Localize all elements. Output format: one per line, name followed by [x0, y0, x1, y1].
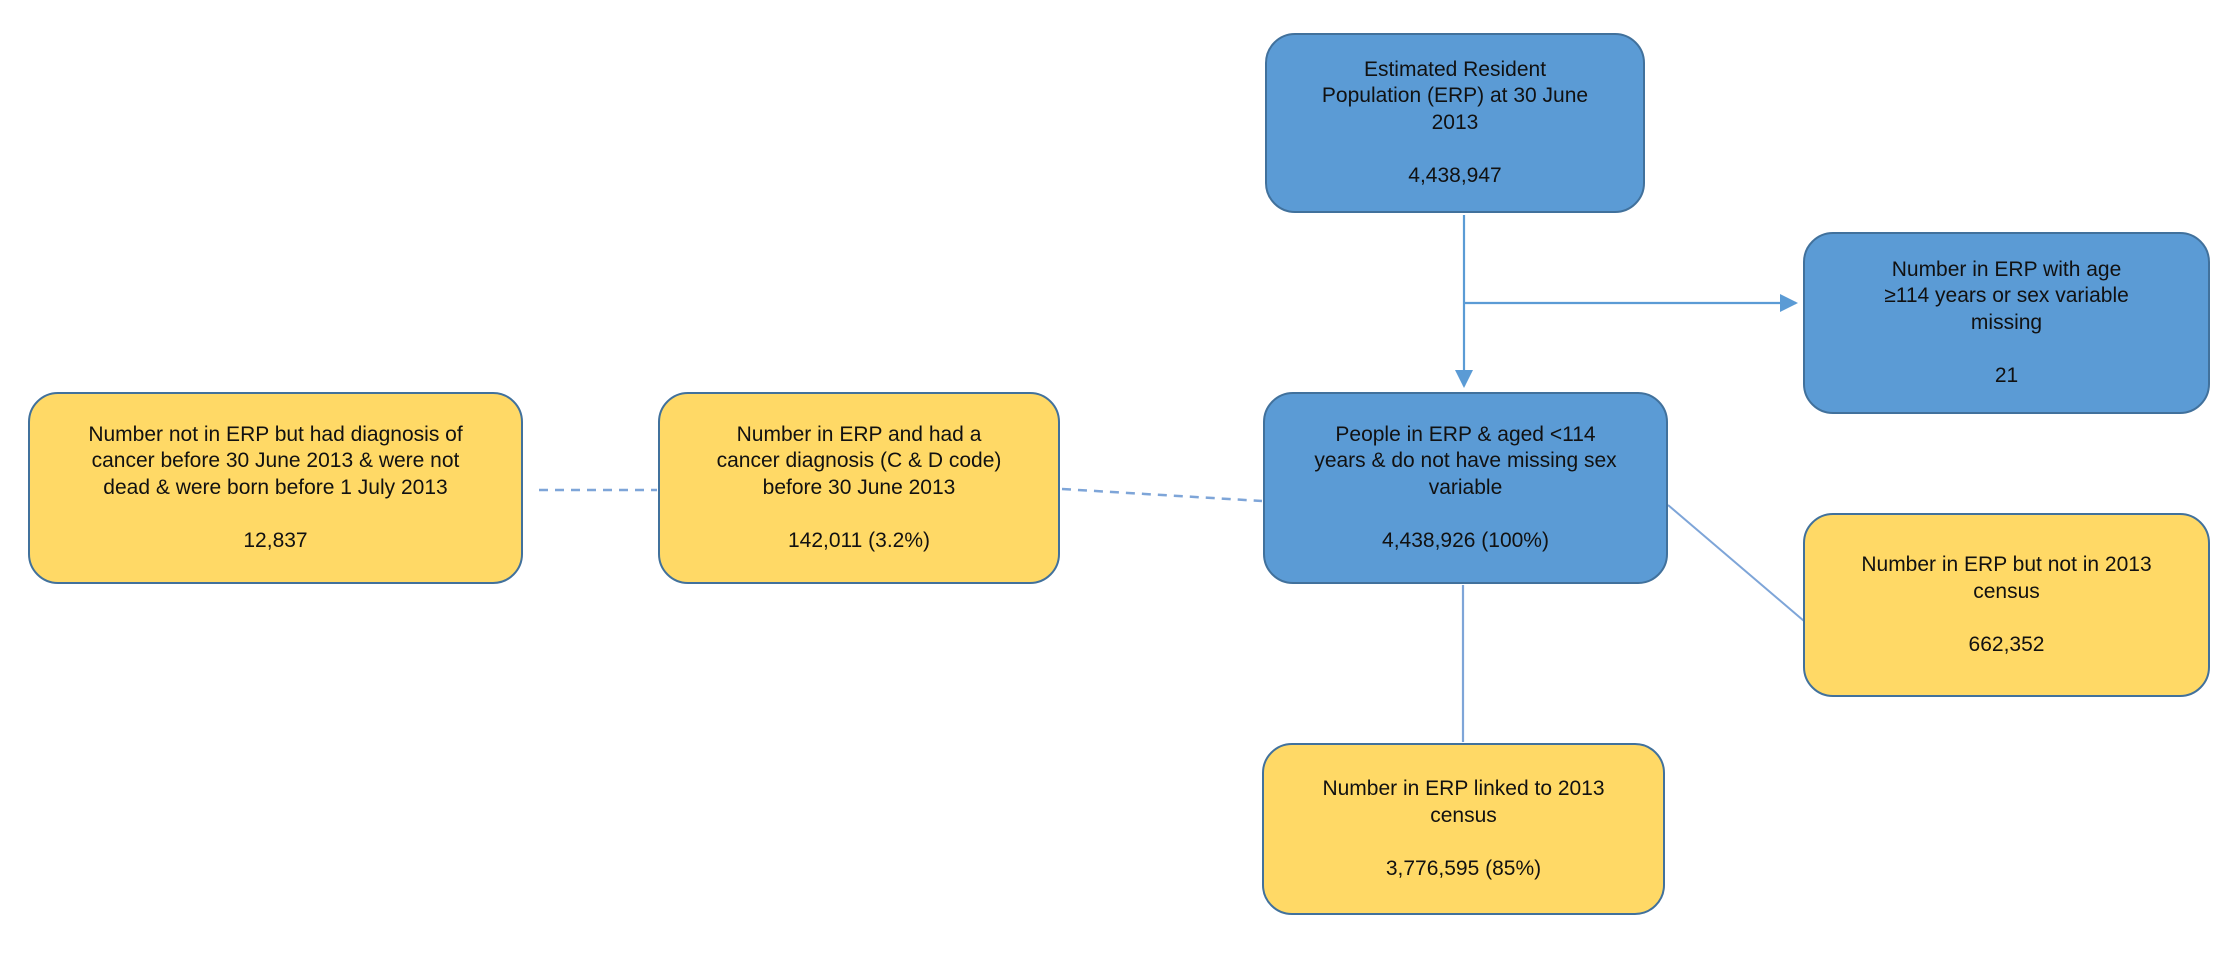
- node-erp-total-value: 4,438,947: [1408, 164, 1502, 188]
- node-erp-cancer-value: 142,011 (3.2%): [787, 529, 931, 553]
- node-erp-not-in-census-value: 662,352: [1968, 632, 2045, 656]
- node-erp-eligible-label: People in ERP & aged <114 years & do not…: [1314, 422, 1617, 500]
- node-erp-not-in-census-label: Number in ERP but not in 2013 census: [1861, 553, 2152, 603]
- node-erp-eligible: People in ERP & aged <114 years & do not…: [1263, 392, 1668, 584]
- node-age-sex-excluded-value: 21: [1994, 364, 2019, 388]
- node-erp-not-in-census: Number in ERP but not in 2013 census 662…: [1803, 513, 2210, 697]
- node-not-in-erp-cancer: Number not in ERP but had diagnosis of c…: [28, 392, 523, 584]
- node-erp-total: Estimated Resident Population (ERP) at 3…: [1265, 33, 1645, 213]
- node-erp-linked-census: Number in ERP linked to 2013 census 3,77…: [1262, 743, 1665, 915]
- node-not-in-erp-cancer-value: 12,837: [243, 529, 308, 553]
- node-erp-total-label: Estimated Resident Population (ERP) at 3…: [1321, 57, 1589, 135]
- node-not-in-erp-cancer-label: Number not in ERP but had diagnosis of c…: [88, 422, 463, 500]
- node-age-sex-excluded: Number in ERP with age ≥114 years or sex…: [1803, 232, 2210, 414]
- connector-eligible-to-notcensus: [1667, 504, 1805, 622]
- node-erp-linked-census-label: Number in ERP linked to 2013 census: [1322, 777, 1605, 827]
- node-erp-cancer: Number in ERP and had a cancer diagnosis…: [658, 392, 1060, 584]
- node-erp-eligible-value: 4,438,926 (100%): [1382, 529, 1549, 553]
- connector-dashed-cancer-to-eligible: [1061, 487, 1263, 503]
- node-erp-linked-census-value: 3,776,595 (85%): [1385, 856, 1542, 880]
- node-erp-cancer-label: Number in ERP and had a cancer diagnosis…: [716, 422, 1002, 500]
- node-age-sex-excluded-label: Number in ERP with age ≥114 years or sex…: [1884, 257, 2129, 335]
